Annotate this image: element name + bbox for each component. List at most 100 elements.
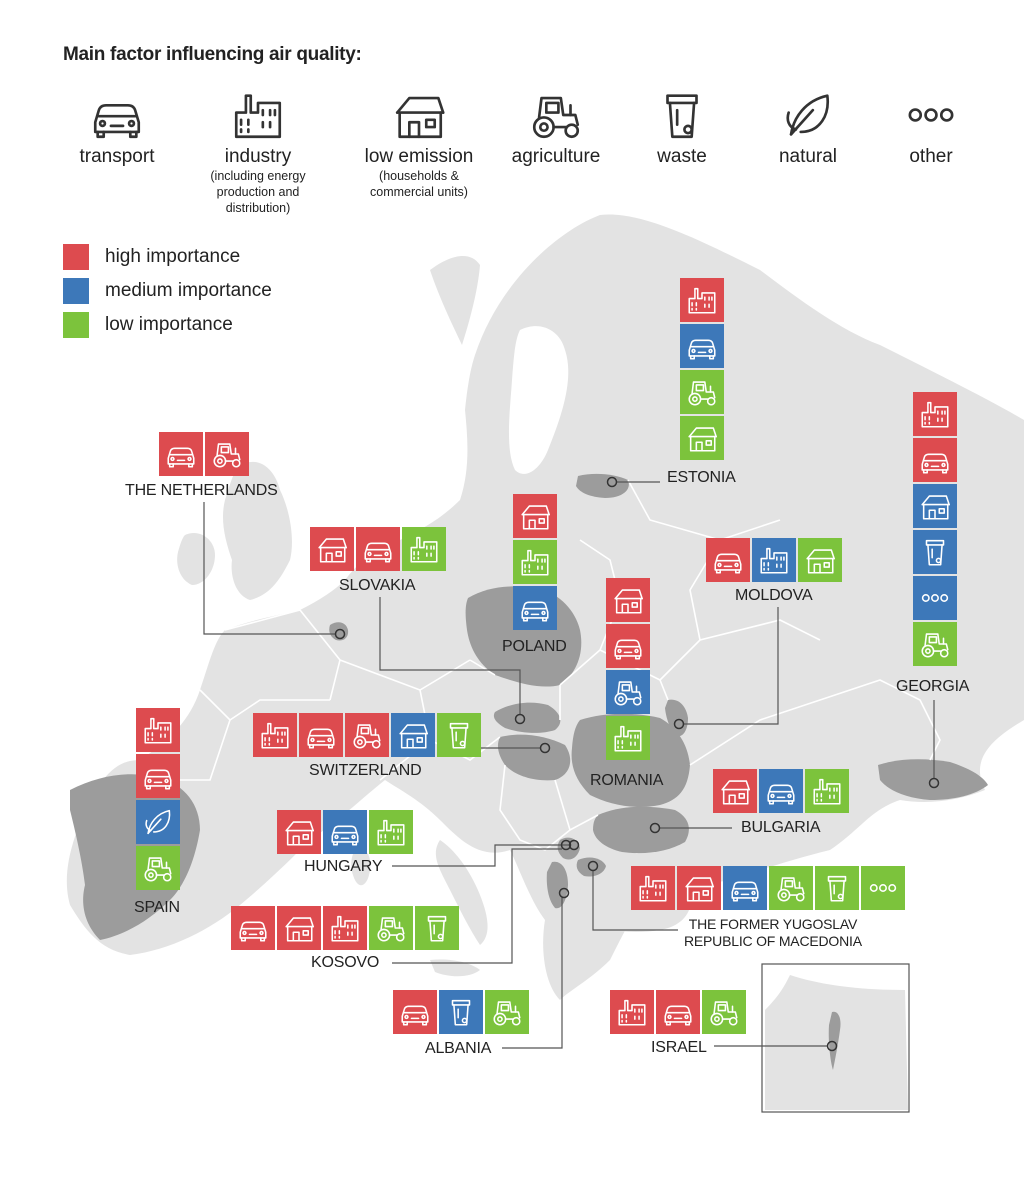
category-label: industry: [224, 146, 292, 167]
factor-tile-industry-high: [610, 990, 654, 1034]
waste-icon: [427, 915, 447, 942]
house-icon: [349, 86, 489, 144]
factor-tile-other-low: [861, 866, 905, 910]
category-transport: transport: [47, 86, 187, 168]
factor-tile-industry-high: [680, 278, 724, 322]
category-natural: natural: [738, 86, 878, 168]
factor-tile-agriculture-medium: [606, 670, 650, 714]
factory-icon: [188, 86, 328, 144]
other-icon: [869, 884, 897, 892]
factor-tile-low-emission-high: [277, 810, 321, 854]
country-label: SLOVAKIA: [339, 577, 416, 594]
country-marker: [539, 742, 551, 754]
factor-tile-transport-high: [706, 538, 750, 582]
factor-tile-transport-medium: [680, 324, 724, 368]
transport-icon: [307, 728, 335, 749]
low-swatch: [63, 312, 89, 338]
factor-tile-low-emission-high: [606, 578, 650, 622]
country-label: SPAIN: [134, 899, 180, 916]
factor-tile-industry-low: [369, 810, 413, 854]
industry-icon: [639, 875, 667, 902]
agriculture-icon: [144, 857, 172, 882]
netherlands-shape: [329, 622, 349, 641]
factor-tile-waste-low: [437, 713, 481, 757]
low-emission-icon: [614, 589, 643, 614]
low-emission-icon: [806, 549, 835, 574]
factor-tile-agriculture-low: [702, 990, 746, 1034]
industry-icon: [377, 819, 405, 846]
country-marker: [826, 1040, 838, 1052]
legend-low: low importance: [63, 308, 272, 342]
factor-tile-low-emission-high: [713, 769, 757, 813]
factor-tile-agriculture-low: [769, 866, 813, 910]
country-label-line: THE FORMER YUGOSLAV: [688, 916, 858, 932]
agriculture-icon: [710, 1001, 738, 1026]
country-label: BULGARIA: [741, 819, 821, 836]
country-label: THE FORMER YUGOSLAV REPUBLIC OF MACEDONIA: [684, 916, 862, 950]
leader-line: [392, 848, 562, 964]
factor-tile-agriculture-low: [485, 990, 529, 1034]
factor-tile-agriculture-low: [680, 370, 724, 414]
factor-tile-waste-medium: [913, 530, 957, 574]
category-agriculture: agriculture: [486, 86, 626, 168]
transport-icon: [731, 881, 759, 902]
legend-label: high importance: [105, 246, 241, 267]
agriculture-icon: [614, 681, 642, 706]
industry-icon: [410, 536, 438, 563]
transport-icon: [401, 1005, 429, 1026]
waste-icon: [925, 539, 945, 566]
factor-tile-low-emission-high: [677, 866, 721, 910]
factor-tile-industry-high: [913, 392, 957, 436]
country-label: ESTONIA: [667, 469, 736, 486]
legend-medium: medium importance: [63, 274, 272, 308]
factor-tile-industry-high: [136, 708, 180, 752]
country-marker: [514, 713, 526, 725]
transport-icon: [331, 825, 359, 846]
factor-tile-transport-medium: [759, 769, 803, 813]
factor-tile-transport-high: [393, 990, 437, 1034]
low-emission-icon: [399, 724, 428, 749]
industry-icon: [618, 999, 646, 1026]
transport-icon: [167, 447, 195, 468]
country-marker: [558, 887, 570, 899]
romania-shape: [571, 713, 690, 807]
factor-tile-transport-high: [356, 527, 400, 571]
factor-tile-low-emission-medium: [913, 484, 957, 528]
factor-tile-low-emission-medium: [391, 713, 435, 757]
factor-tile-transport-medium: [723, 866, 767, 910]
leader-line: [379, 597, 521, 715]
factor-tile-agriculture-low: [136, 846, 180, 890]
transport-icon: [614, 639, 642, 660]
dots-icon: [861, 86, 1001, 144]
country-label: ALBANIA: [425, 1040, 492, 1057]
category-sublabel: (households & commercial units): [370, 169, 468, 199]
category-label: other: [909, 146, 953, 167]
industry-icon: [261, 722, 289, 749]
low-emission-icon: [688, 427, 717, 452]
legend-label: low importance: [105, 314, 233, 335]
country-marker: [587, 860, 599, 872]
transport-icon: [664, 1005, 692, 1026]
factor-tile-waste-low: [415, 906, 459, 950]
factor-tile-transport-high: [136, 754, 180, 798]
agriculture-icon: [493, 1001, 521, 1026]
waste-icon: [451, 999, 471, 1026]
low-emission-icon: [721, 780, 750, 805]
country-marker: [334, 628, 346, 640]
country-markers: [334, 476, 940, 1052]
leader-line: [203, 502, 336, 635]
country-label: HUNGARY: [304, 858, 383, 875]
factor-tile-transport-medium: [513, 586, 557, 630]
low-emission-icon: [285, 917, 314, 942]
factor-tile-industry-high: [323, 906, 367, 950]
israel-shape: [828, 1011, 841, 1070]
industry-icon: [521, 549, 549, 576]
factor-tile-transport-medium: [323, 810, 367, 854]
factor-tile-industry-medium: [752, 538, 796, 582]
low-emission-icon: [521, 505, 550, 530]
low-emission-icon: [285, 821, 314, 846]
country-label-line: REPUBLIC OF MACEDONIA: [684, 933, 862, 949]
factor-tile-agriculture-low: [369, 906, 413, 950]
industry-icon: [614, 725, 642, 752]
factor-tile-low-emission-high: [513, 494, 557, 538]
